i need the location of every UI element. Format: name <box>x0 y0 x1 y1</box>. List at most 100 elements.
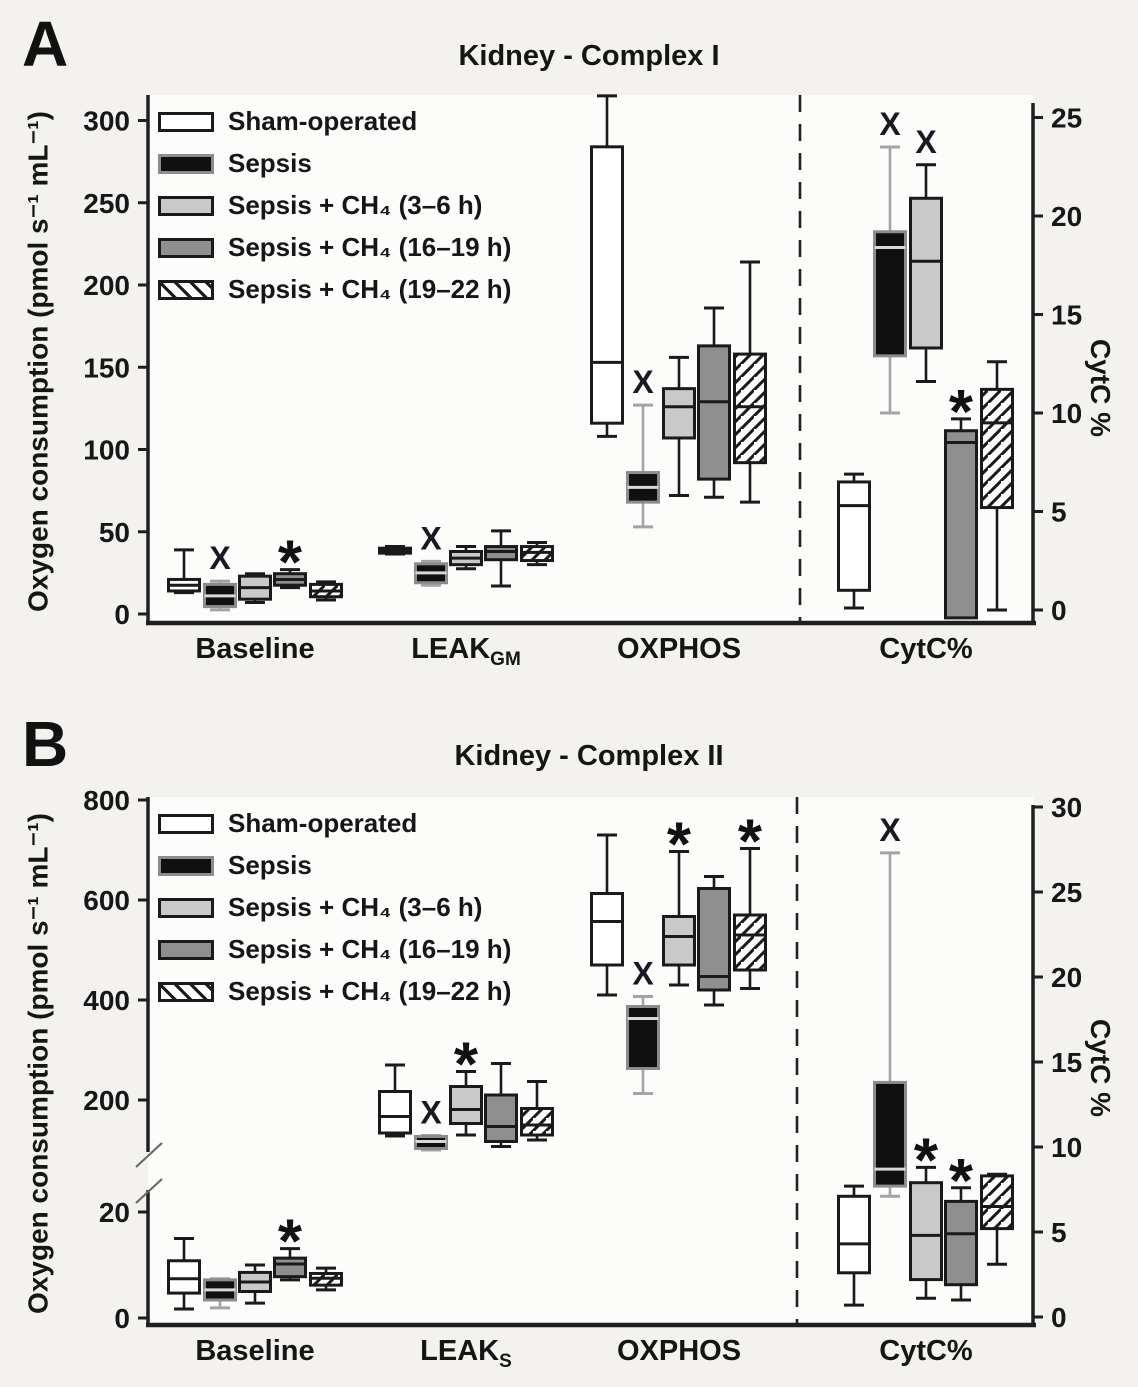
panel-b-legend: Sham-operated Sepsis Sepsis + CH₄ (3–6 h… <box>158 808 511 1006</box>
significance-marker-x: X <box>632 956 654 992</box>
significance-marker-x: X <box>915 124 937 160</box>
legend-label: Sepsis <box>228 148 312 178</box>
significance-marker-asterisk: * <box>738 808 763 877</box>
box-A-LEAK-s1: X <box>414 520 448 587</box>
tick-label: 10 <box>1051 1132 1082 1163</box>
tick-label: 20 <box>1051 962 1082 993</box>
significance-marker-x: X <box>420 1095 442 1131</box>
tick-label: 15 <box>1051 1047 1082 1078</box>
panel-a-letter: A <box>22 8 69 80</box>
box-A-LEAK-s0 <box>378 545 412 556</box>
tick-label: 200 <box>83 1085 130 1116</box>
significance-marker-asterisk: * <box>667 811 692 880</box>
box-A-CytC%-s2: X <box>909 124 943 383</box>
legend-label: Sham-operated <box>228 106 418 136</box>
box-A-CytC%-s4 <box>980 360 1014 612</box>
tick-label: 0 <box>1051 1302 1067 1333</box>
box-B-Baseline-s1 <box>203 1277 237 1310</box>
tick-label: 300 <box>83 106 130 137</box>
box-B-OXPHOS-s1: X <box>626 956 660 1095</box>
tick-label: 15 <box>1051 300 1082 331</box>
box-A-LEAK-s4 <box>520 540 554 567</box>
box-B-LEAK-s3 <box>484 1062 518 1148</box>
significance-marker-x: X <box>420 520 442 556</box>
legend-swatch-sham <box>158 111 214 132</box>
legend-swatch-sham <box>158 813 214 834</box>
box-A-CytC%-s0 <box>837 472 871 610</box>
tick-label: 25 <box>1051 103 1082 134</box>
box-A-Baseline-s3: * <box>273 529 307 598</box>
box-A-Baseline-s4 <box>309 580 343 602</box>
box-A-LEAK-s3 <box>484 529 518 588</box>
box-B-CytC%-s2: * <box>909 1126 943 1300</box>
significance-marker-asterisk: * <box>454 1031 479 1100</box>
box-B-OXPHOS-s0 <box>590 833 624 997</box>
box-B-OXPHOS-s4: * <box>733 808 767 990</box>
axis-break-mark <box>135 1178 163 1204</box>
legend-swatch-ch4-19-22 <box>158 279 214 300</box>
box-B-LEAK-s1: X <box>414 1095 448 1152</box>
xlabel-baseline-a: Baseline <box>195 633 315 665</box>
tick-label: 0 <box>1051 595 1067 626</box>
xlabel-leak-gm: LEAKGM <box>411 633 521 670</box>
box-A-Baseline-s0 <box>167 548 201 595</box>
panel-b-title: Kidney - Complex II <box>454 740 724 772</box>
legend-label: Sepsis + CH₄ (3–6 h) <box>228 190 483 220</box>
significance-marker-asterisk: * <box>278 529 303 598</box>
box-B-LEAK-s4 <box>520 1080 554 1142</box>
legend-label: Sepsis + CH₄ (19–22 h) <box>228 976 512 1006</box>
box-B-OXPHOS-s3 <box>697 875 731 1007</box>
tick-label: 0 <box>114 1303 130 1334</box>
tick-label: 5 <box>1051 1217 1067 1248</box>
tick-label: 250 <box>83 188 130 219</box>
plot-area-B <box>148 797 1033 1325</box>
legend-swatch-ch4-16-19 <box>158 237 214 258</box>
tick-label: 30 <box>1051 792 1082 823</box>
significance-marker-asterisk: * <box>949 378 974 447</box>
tick-label: 100 <box>83 435 130 466</box>
box-A-Baseline-s1: X <box>203 540 237 612</box>
significance-marker-asterisk: * <box>949 1147 974 1216</box>
box-B-CytC%-s3: * <box>944 1147 978 1302</box>
significance-marker-asterisk: * <box>914 1126 939 1195</box>
panel-a-title: Kidney - Complex I <box>458 40 720 72</box>
legend-label: Sepsis + CH₄ (19–22 h) <box>228 274 512 304</box>
box-B-CytC%-s0 <box>837 1184 871 1307</box>
legend-swatch-ch4-19-22 <box>158 981 214 1002</box>
tick-label: 150 <box>83 352 130 383</box>
xlabel-cytc-b: CytC% <box>879 1335 973 1367</box>
legend-label: Sepsis <box>228 850 312 880</box>
panel-a-legend: Sham-operated Sepsis Sepsis + CH₄ (3–6 h… <box>158 106 512 304</box>
box-B-Baseline-s2 <box>238 1263 272 1305</box>
legend-swatch-sepsis <box>158 153 214 174</box>
legend-swatch-ch4-3-6 <box>158 897 214 918</box>
significance-marker-x: X <box>879 812 901 848</box>
tick-label: 800 <box>83 785 130 816</box>
box-A-OXPHOS-s0 <box>590 94 624 438</box>
tick-label: 50 <box>99 517 130 548</box>
xlabel-leak-s: LEAKS <box>420 1335 512 1372</box>
box-B-Baseline-s4 <box>309 1266 343 1292</box>
box-A-LEAK-s2 <box>449 545 483 571</box>
box-B-CytC%-s1: X <box>873 812 907 1198</box>
xlabel-cytc-a: CytC% <box>879 633 973 665</box>
tick-label: 200 <box>83 270 130 301</box>
legend-swatch-ch4-16-19 <box>158 939 214 960</box>
box-B-Baseline-s0 <box>167 1237 201 1311</box>
box-B-LEAK-s0 <box>378 1063 412 1138</box>
significance-marker-x: X <box>879 106 901 142</box>
box-A-Baseline-s2 <box>238 572 272 604</box>
legend-swatch-ch4-3-6 <box>158 195 214 216</box>
axis-break-mark <box>135 1142 163 1168</box>
tick-label: 400 <box>83 985 130 1016</box>
legend-label: Sham-operated <box>228 808 418 838</box>
tick-label: 20 <box>1051 201 1082 232</box>
box-A-OXPHOS-s1: X <box>626 364 660 529</box>
tick-label: 5 <box>1051 497 1067 528</box>
tick-label: 25 <box>1051 877 1082 908</box>
box-B-LEAK-s2: * <box>449 1031 483 1137</box>
tick-label: 10 <box>1051 398 1082 429</box>
legend-label: Sepsis + CH₄ (16–19 h) <box>228 232 512 262</box>
